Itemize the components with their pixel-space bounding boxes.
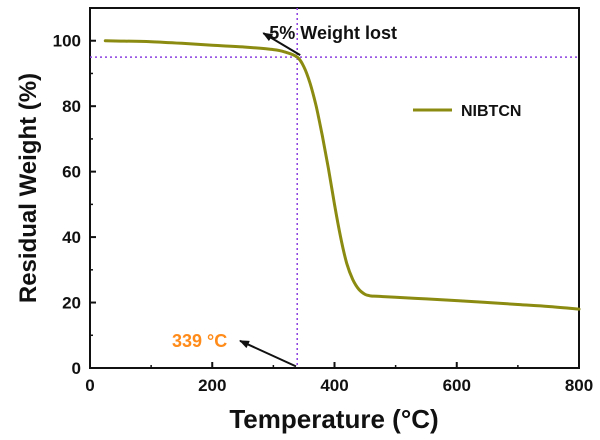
- x-tick-label-800: 800: [565, 376, 593, 395]
- plot-frame: [89, 7, 580, 369]
- annotation-onset-arrow: [239, 339, 297, 368]
- series-line-nibtcn: [103, 39, 581, 311]
- annotation-weight-lost: 5% Weight lost: [269, 23, 397, 43]
- x-axis-ticks: [89, 362, 580, 368]
- x-tick-label-200: 200: [198, 376, 226, 395]
- x-axis-title-text: Temperature: [229, 404, 385, 434]
- x-tick-label-0: 0: [85, 376, 94, 395]
- x-axis-title-unit: (°C): [392, 404, 439, 434]
- x-axis-tick-labels: 0 200 400 600 800: [85, 376, 593, 395]
- y-axis-ticks: [90, 39, 96, 369]
- annotations: 5% Weight lost 339 °C: [172, 23, 397, 368]
- annotation-weight-lost-arrow: [262, 32, 301, 56]
- x-axis-title: Temperature (°C): [229, 404, 438, 434]
- x-tick-label-400: 400: [320, 376, 348, 395]
- y-axis-title: Residual Weight (%): [15, 73, 42, 303]
- y-tick-label-60: 60: [62, 163, 81, 182]
- x-tick-label-600: 600: [443, 376, 471, 395]
- y-axis-tick-labels: 0 20 40 60 80 100: [53, 32, 81, 378]
- y-tick-label-80: 80: [62, 97, 81, 116]
- y-tick-label-20: 20: [62, 294, 81, 313]
- annotation-onset-temperature: 339 °C: [172, 331, 227, 351]
- y-tick-label-0: 0: [72, 359, 81, 378]
- legend: NIBTCN: [413, 103, 521, 120]
- y-tick-label-40: 40: [62, 228, 81, 247]
- y-tick-label-100: 100: [53, 32, 81, 51]
- legend-label-nibtcn: NIBTCN: [461, 103, 521, 120]
